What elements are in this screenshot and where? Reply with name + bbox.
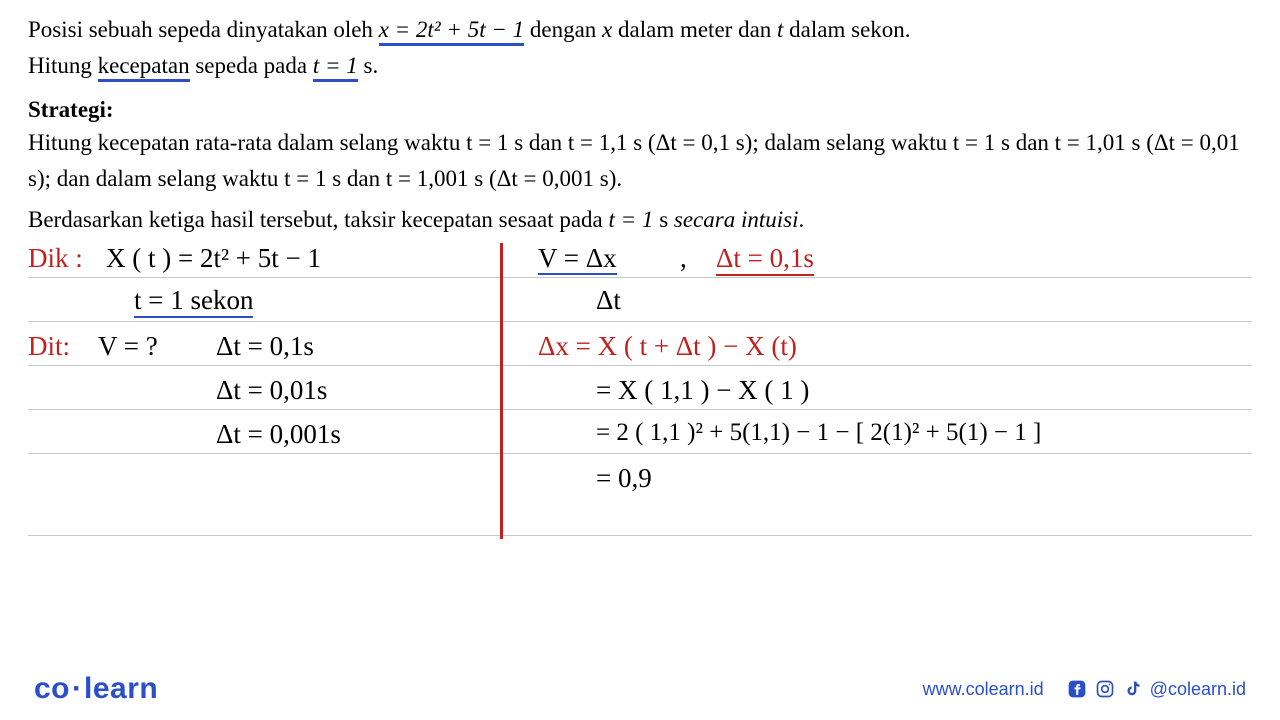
footer: co·learn www.colearn.id @colearn.id <box>0 672 1280 706</box>
dt-red: Δt = 0,1s <box>716 243 814 276</box>
footer-right: www.colearn.id @colearn.id <box>923 678 1246 700</box>
problem-line1-b: dengan <box>524 17 602 42</box>
strategi-body: Hitung kecepatan rata-rata dalam selang … <box>28 125 1252 196</box>
problem-line2-c: s. <box>358 53 378 78</box>
logo-learn: learn <box>84 672 158 705</box>
v-eq-bot: Δt <box>596 285 621 316</box>
vertical-divider <box>500 243 503 539</box>
dx-line3: = 2 ( 1,1 )² + 5(1,1) − 1 − [ 2(1)² + 5(… <box>596 419 1041 447</box>
dit-dt1: Δt = 0,1s <box>216 331 314 362</box>
dit-v: V = ? <box>98 331 158 362</box>
instagram-icon <box>1094 678 1116 700</box>
social-icons: @colearn.id <box>1066 678 1246 700</box>
logo-co: co <box>34 672 70 705</box>
handwritten-work: Dik : X ( t ) = 2t² + 5t − 1 t = 1 sekon… <box>28 239 1252 559</box>
problem-line1-a: Posisi sebuah sepeda dinyatakan oleh <box>28 17 379 42</box>
logo-dot: · <box>72 672 82 705</box>
strategi-heading: Strategi: <box>28 97 1252 123</box>
problem-line2-b: sepeda pada <box>190 53 313 78</box>
tiktok-icon <box>1122 678 1144 700</box>
dit-dt3: Δt = 0,001s <box>216 419 341 450</box>
v-eq: V = Δx <box>538 243 617 274</box>
problem-line1-d: dalam sekon. <box>783 17 910 42</box>
intuisi-a: Berdasarkan ketiga hasil tersebut, taksi… <box>28 207 609 232</box>
footer-url: www.colearn.id <box>923 679 1044 700</box>
dx-line4: = 0,9 <box>596 463 652 494</box>
dx-line2: = X ( 1,1 ) − X ( 1 ) <box>596 375 809 406</box>
comma: , <box>680 243 687 274</box>
dik-xt: X ( t ) = 2t² + 5t − 1 <box>106 243 321 274</box>
v-eq-top: V = Δx <box>538 243 617 275</box>
problem-x: x <box>602 17 612 42</box>
dx-eq: Δx = X ( t + Δt ) − X (t) <box>538 331 797 362</box>
intuisi-line: Berdasarkan ketiga hasil tersebut, taksi… <box>28 207 1252 233</box>
intuisi-b: s <box>653 207 673 232</box>
intuisi-d: . <box>798 207 804 232</box>
facebook-icon <box>1066 678 1088 700</box>
problem-line2-a: Hitung <box>28 53 98 78</box>
dik-label: Dik : <box>28 243 83 274</box>
problem-equation: x = 2t² + 5t − 1 <box>379 17 524 46</box>
problem-t1: t = 1 <box>313 53 358 82</box>
social-handle: @colearn.id <box>1150 679 1246 700</box>
problem-line1-c: dalam meter dan <box>612 17 777 42</box>
intuisi-t: t = 1 <box>609 207 654 232</box>
logo: co·learn <box>34 672 158 706</box>
problem-kecepatan: kecepatan <box>98 53 190 82</box>
dit-label: Dit: <box>28 331 70 362</box>
dit-dt2: Δt = 0,01s <box>216 375 327 406</box>
intuisi-c: secara intuisi <box>674 207 799 232</box>
dik-t: t = 1 sekon <box>134 285 253 318</box>
problem-text: Posisi sebuah sepeda dinyatakan oleh x =… <box>28 12 1252 83</box>
